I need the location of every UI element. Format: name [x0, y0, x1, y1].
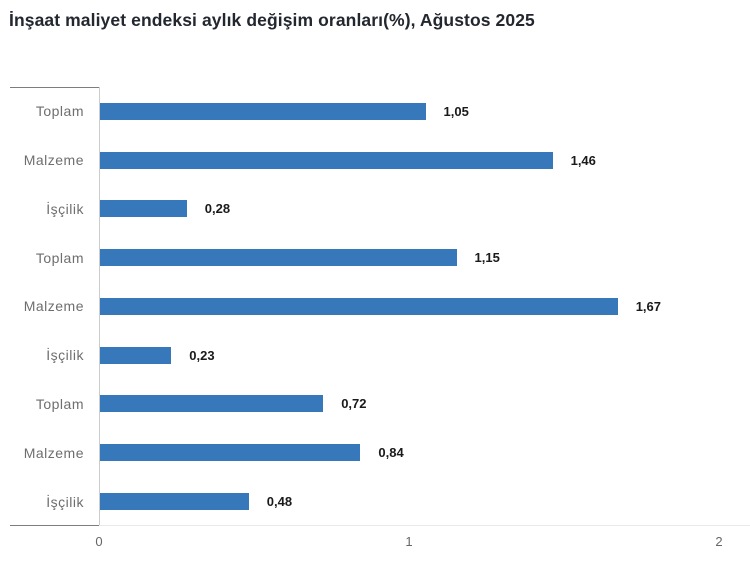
bar-row: Malzeme 0,84	[0, 428, 750, 477]
value-label: 1,67	[635, 298, 661, 314]
bar-row: Toplam 1,15	[0, 233, 750, 282]
category-label: Toplam	[35, 103, 84, 120]
bar-row: İşçilik 0,28	[0, 185, 750, 234]
bar	[100, 200, 187, 218]
chart-title: İnşaat maliyet endeksi aylık değişim ora…	[9, 10, 535, 30]
category-axis-bottom-tick	[10, 525, 99, 526]
bar-row: Malzeme 1,46	[0, 136, 750, 185]
category-label: Malzeme	[23, 152, 84, 169]
value-label: 0,28	[204, 201, 231, 217]
bar	[100, 297, 618, 315]
bar-row: İşçilik 0,23	[0, 331, 750, 380]
category-label: Malzeme	[23, 444, 84, 461]
category-axis-line	[99, 87, 100, 526]
bar-row: Toplam 0,72	[0, 380, 750, 429]
bar	[100, 395, 324, 413]
bar	[100, 444, 361, 462]
value-label: 1,05	[443, 103, 469, 119]
value-axis-tick-label: 0	[95, 534, 103, 549]
category-label: İşçilik	[46, 200, 84, 217]
category-label: Malzeme	[23, 298, 84, 315]
value-label: 1,46	[570, 152, 596, 168]
bar-row: Toplam 1,05	[0, 87, 750, 136]
value-label: 0,84	[378, 445, 404, 461]
plot-area: Toplam 1,05 Malzeme 1,46 İşçilik 0,28 Toplam 1,…	[0, 87, 750, 549]
bar-rows: Toplam 1,05 Malzeme 1,46 İşçilik 0,28 Toplam 1,…	[0, 87, 750, 526]
value-axis-tick-label: 2	[715, 534, 723, 549]
category-label: Toplam	[35, 395, 84, 412]
bar	[100, 151, 553, 169]
bar	[100, 249, 457, 267]
category-label: İşçilik	[46, 493, 84, 510]
category-label: Toplam	[35, 249, 84, 266]
value-label: 1,15	[474, 250, 500, 266]
category-label: İşçilik	[46, 347, 84, 364]
value-label: 0,72	[341, 396, 367, 412]
value-axis-line	[10, 525, 750, 526]
value-label: 0,23	[189, 347, 215, 363]
bar	[100, 493, 249, 510]
bar	[100, 102, 426, 120]
bar	[100, 346, 172, 364]
value-label: 0,48	[266, 494, 293, 509]
value-axis-tick-label: 1	[405, 534, 413, 549]
bar-row: Malzeme 1,67	[0, 282, 750, 331]
bar-row: İşçilik 0,48	[0, 477, 750, 526]
category-axis-top-tick	[10, 87, 99, 88]
